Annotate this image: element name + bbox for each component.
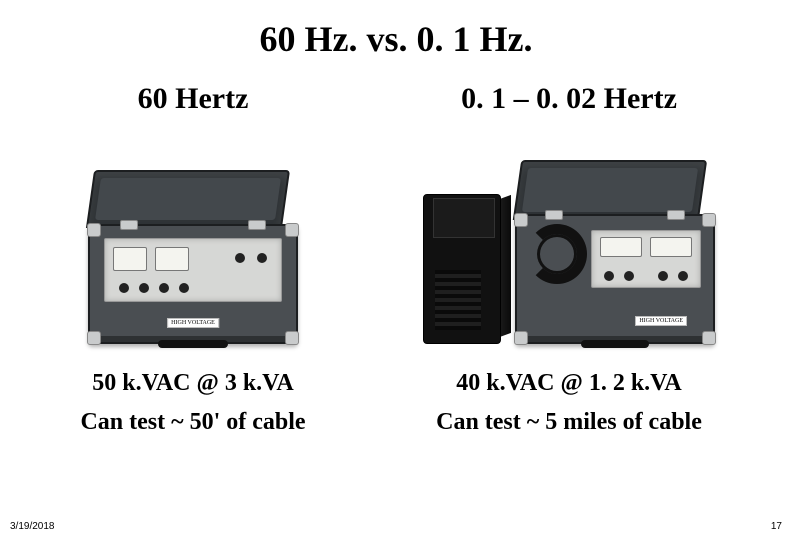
left-spec: 50 k.VAC @ 3 k.VA <box>92 370 294 397</box>
columns: 60 Hertz <box>0 82 792 436</box>
tester-60hz-image: HIGH VOLTAGE <box>88 224 298 344</box>
right-capacity: Can test ~ 5 miles of cable <box>436 409 702 436</box>
left-heading: 60 Hertz <box>138 82 249 116</box>
left-column: 60 Hertz <box>23 82 363 436</box>
right-spec: 40 k.VAC @ 1. 2 k.VA <box>456 370 682 397</box>
footer-page-number: 17 <box>771 521 782 532</box>
left-image-area: HIGH VOLTAGE <box>88 134 298 344</box>
footer-date: 3/19/2018 <box>10 521 55 532</box>
slide-title: 60 Hz. vs. 0. 1 Hz. <box>0 18 792 60</box>
right-image-area: HIGH VOLTAGE <box>423 134 715 344</box>
right-column: 0. 1 – 0. 02 Hertz <box>369 82 769 436</box>
right-heading: 0. 1 – 0. 02 Hertz <box>461 82 677 116</box>
slide: 60 Hz. vs. 0. 1 Hz. 60 Hertz <box>0 0 792 540</box>
left-capacity: Can test ~ 50' of cable <box>80 409 305 436</box>
tester-vlf-image: HIGH VOLTAGE <box>515 214 715 344</box>
vlf-power-unit-image <box>423 194 501 344</box>
